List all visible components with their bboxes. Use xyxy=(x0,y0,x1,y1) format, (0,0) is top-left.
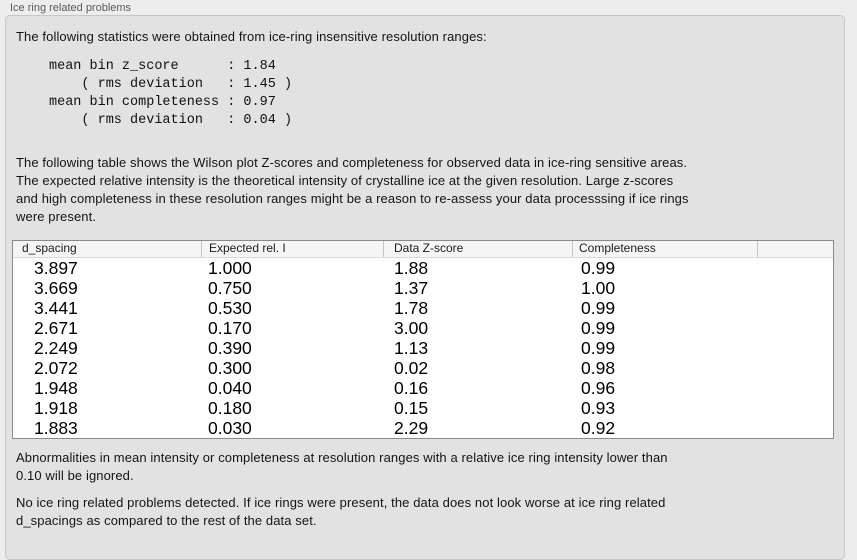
table-cell: 0.390 xyxy=(208,338,252,358)
table-cell-filler xyxy=(758,378,833,398)
table-cell: 0.530 xyxy=(208,298,252,318)
table-cell: 0.16 xyxy=(394,378,429,398)
column-header-d-spacing[interactable]: d_spacing xyxy=(13,241,202,257)
table-row[interactable]: 1.948 0.040 0.16 0.96 xyxy=(13,378,833,398)
table-cell: 0.92 xyxy=(581,418,616,438)
table-cell: 0.99 xyxy=(581,318,616,338)
table-cell: 1.918 xyxy=(34,398,78,418)
intro-text: The following statistics were obtained f… xyxy=(16,29,487,44)
table-cell: 0.93 xyxy=(581,398,616,418)
table-cell-filler xyxy=(758,358,833,378)
table-cell: 0.300 xyxy=(208,358,252,378)
ice-ring-stats-block: mean bin z_score : 1.84 ( rms deviation … xyxy=(49,59,293,128)
table-cell: 3.897 xyxy=(34,258,78,278)
table-cell-filler xyxy=(758,258,833,278)
table-cell: 0.15 xyxy=(394,398,429,418)
table-cell: 2.249 xyxy=(34,338,78,358)
table-cell-filler xyxy=(758,338,833,358)
table-cell: 1.00 xyxy=(581,278,616,298)
table-row[interactable]: 1.883 0.030 2.29 0.92 xyxy=(13,418,833,438)
table-header-row: d_spacing Expected rel. I Data Z-score Comp… xyxy=(13,241,833,258)
table-row[interactable]: 2.671 0.170 3.00 0.99 xyxy=(13,318,833,338)
table-cell-filler xyxy=(758,398,833,418)
table-cell: 0.99 xyxy=(581,338,616,358)
table-cell: 0.170 xyxy=(208,318,252,338)
table-cell: 1.883 xyxy=(34,418,78,438)
table-cell: 0.180 xyxy=(208,398,252,418)
table-row[interactable]: 3.897 1.000 1.88 0.99 xyxy=(13,258,833,278)
table-body: 3.897 1.000 1.88 0.99 3.669 0.750 1.37 1.00 3.44… xyxy=(13,258,833,438)
column-header-data-z-score[interactable]: Data Z-score xyxy=(384,241,573,257)
table-cell: 0.96 xyxy=(581,378,616,398)
table-cell: 3.00 xyxy=(394,318,429,338)
table-cell-filler xyxy=(758,318,833,338)
table-row[interactable]: 2.249 0.390 1.13 0.99 xyxy=(13,338,833,358)
ignore-note-text: Abnormalities in mean intensity or compl… xyxy=(16,450,668,483)
table-cell: 1.948 xyxy=(34,378,78,398)
table-row[interactable]: 1.918 0.180 0.15 0.93 xyxy=(13,398,833,418)
conclusion-text: No ice ring related problems detected. I… xyxy=(16,495,666,528)
ice-ring-table[interactable]: d_spacing Expected rel. I Data Z-score Comp… xyxy=(12,240,834,439)
table-cell: 3.441 xyxy=(34,298,78,318)
table-row[interactable]: 3.441 0.530 1.78 0.99 xyxy=(13,298,833,318)
table-cell: 1.000 xyxy=(208,258,252,278)
page-title: Ice ring related problems xyxy=(10,2,132,14)
table-cell: 1.37 xyxy=(394,278,429,298)
table-cell-filler xyxy=(758,418,833,438)
table-cell: 0.98 xyxy=(581,358,616,378)
column-header-completeness[interactable]: Completeness xyxy=(573,241,758,257)
table-cell: 2.29 xyxy=(394,418,429,438)
column-header-expected-rel-i[interactable]: Expected rel. I xyxy=(202,241,384,257)
table-cell: 2.072 xyxy=(34,358,78,378)
table-cell: 0.030 xyxy=(208,418,252,438)
table-cell: 0.040 xyxy=(208,378,252,398)
ice-ring-panel: The following statistics were obtained f… xyxy=(5,15,845,560)
table-cell: 0.02 xyxy=(394,358,429,378)
table-cell-filler xyxy=(758,278,833,298)
table-cell: 1.13 xyxy=(394,338,429,358)
table-cell: 0.750 xyxy=(208,278,252,298)
table-cell: 0.99 xyxy=(581,298,616,318)
table-row[interactable]: 3.669 0.750 1.37 1.00 xyxy=(13,278,833,298)
table-description: The following table shows the Wilson plo… xyxy=(16,155,689,224)
table-cell: 1.78 xyxy=(394,298,429,318)
table-cell: 2.671 xyxy=(34,318,78,338)
table-cell-filler xyxy=(758,298,833,318)
column-header-filler xyxy=(758,241,833,257)
table-cell: 3.669 xyxy=(34,278,78,298)
table-cell: 1.88 xyxy=(394,258,429,278)
table-cell: 0.99 xyxy=(581,258,616,278)
table-row[interactable]: 2.072 0.300 0.02 0.98 xyxy=(13,358,833,378)
